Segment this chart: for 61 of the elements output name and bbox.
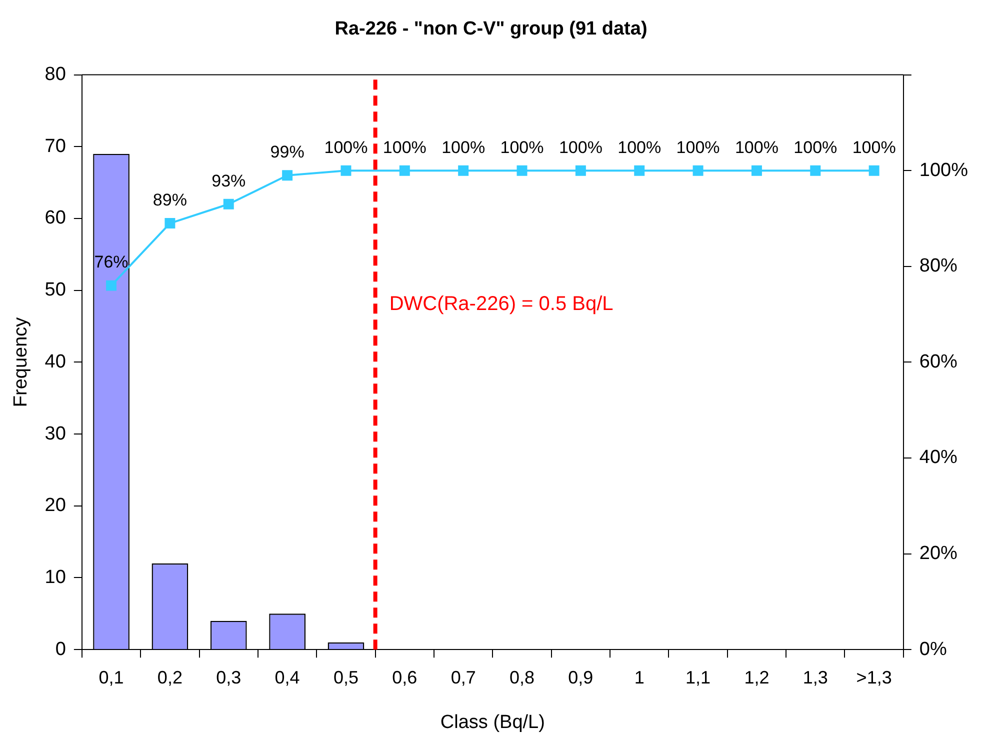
x-tick-label: 0,6 bbox=[392, 667, 418, 688]
y-tick-label: 70 bbox=[44, 136, 66, 157]
x-tick-label: 0,9 bbox=[568, 667, 594, 688]
y2-tick-label: 100% bbox=[919, 160, 968, 181]
y-tick-label: 20 bbox=[44, 495, 66, 516]
point bbox=[868, 165, 880, 176]
data-label: 100% bbox=[324, 138, 368, 157]
point bbox=[575, 165, 586, 176]
x-tick-label: 1 bbox=[634, 667, 644, 688]
y2-tick-label: 0% bbox=[919, 638, 947, 660]
data-label: 100% bbox=[734, 138, 778, 157]
point bbox=[340, 165, 352, 176]
x-tick-label: 0,4 bbox=[274, 667, 300, 688]
x-tick-label: 0,8 bbox=[509, 667, 535, 688]
chart-title: Ra-226 - "non C-V" group (91 data) bbox=[334, 18, 648, 40]
data-label: 100% bbox=[852, 138, 896, 157]
point bbox=[458, 165, 469, 176]
y-tick-label: 40 bbox=[44, 351, 66, 372]
y2-tick-label: 80% bbox=[919, 256, 958, 277]
ref-line-label: DWC(Ra-226) = 0.5 Bq/L bbox=[389, 293, 614, 316]
x-tick-label: 1,3 bbox=[802, 667, 828, 688]
y2-tick-label: 60% bbox=[919, 351, 958, 372]
y-tick-label: 60 bbox=[44, 208, 66, 229]
point bbox=[516, 165, 528, 176]
data-label: 100% bbox=[794, 138, 838, 157]
point bbox=[223, 198, 234, 210]
x-tick-label: 0,5 bbox=[333, 667, 358, 688]
data-label: 100% bbox=[558, 138, 602, 157]
point bbox=[106, 280, 117, 291]
y-tick-label: 80 bbox=[44, 64, 66, 86]
y-tick-label: 0 bbox=[55, 638, 66, 660]
point bbox=[282, 170, 293, 181]
data-label: 100% bbox=[618, 138, 662, 157]
point bbox=[810, 165, 821, 176]
data-label: 100% bbox=[676, 138, 720, 157]
data-label: 99% bbox=[270, 142, 304, 162]
y2-tick-label: 40% bbox=[919, 447, 958, 468]
y-tick-label: 50 bbox=[44, 280, 66, 301]
data-label: 93% bbox=[212, 171, 246, 190]
x-tick-label: 1,2 bbox=[744, 667, 770, 688]
y2-tick-label: 20% bbox=[919, 543, 958, 564]
y-axis-title: Frequency bbox=[10, 316, 32, 408]
data-label: 100% bbox=[500, 138, 544, 157]
x-tick-label: 0,7 bbox=[450, 667, 476, 688]
x-axis-title: Class (Bq/L) bbox=[440, 712, 545, 733]
point bbox=[751, 165, 762, 176]
data-label: 100% bbox=[442, 138, 486, 157]
x-tick-label: >1,3 bbox=[856, 667, 892, 688]
x-tick-label: 1,1 bbox=[686, 667, 711, 688]
x-tick-label: 0,2 bbox=[157, 667, 182, 688]
x-tick-label: 0,3 bbox=[216, 667, 242, 688]
point bbox=[399, 165, 410, 176]
y-tick-label: 10 bbox=[44, 566, 66, 588]
point bbox=[692, 165, 704, 176]
y-tick-label: 30 bbox=[44, 423, 66, 444]
point bbox=[164, 218, 176, 229]
x-tick-label: 0,1 bbox=[98, 667, 124, 688]
data-label: 100% bbox=[382, 138, 426, 157]
data-label: 89% bbox=[152, 190, 187, 210]
point bbox=[634, 165, 645, 176]
data-label: 76% bbox=[94, 252, 128, 272]
